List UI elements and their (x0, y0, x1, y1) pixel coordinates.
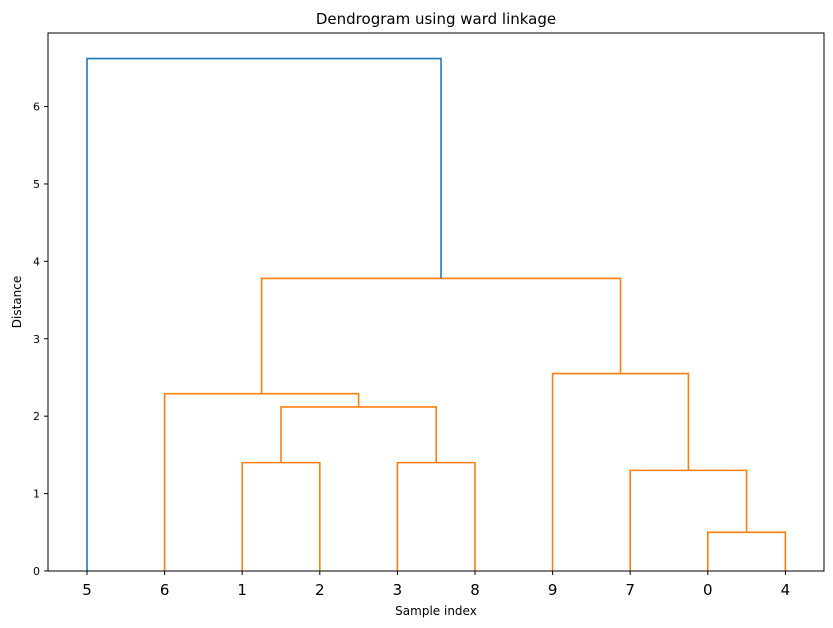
leaf-label: 7 (625, 581, 635, 599)
leaf-label: 4 (781, 581, 791, 599)
dendrogram-link-2 (551, 372, 690, 571)
leaf-label: 8 (470, 581, 480, 599)
links-layer (86, 57, 787, 571)
leaf-label: 6 (160, 581, 170, 599)
x-axis: 5 6 1 2 3 8 9 7 0 4 (82, 571, 790, 599)
dendrogram-link-4 (396, 461, 476, 571)
dendrogram-link-1 (629, 469, 748, 571)
dendrogram-link-0 (707, 531, 787, 571)
dendrogram-link-3 (241, 461, 321, 571)
y-tick-label: 1 (33, 488, 40, 501)
leaf-label: 0 (703, 581, 713, 599)
y-axis: 0 1 2 3 4 5 6 (33, 101, 48, 578)
y-tick-label: 0 (33, 565, 40, 578)
y-axis-label: Distance (10, 276, 24, 328)
y-tick-label: 6 (33, 101, 40, 114)
y-tick-label: 3 (33, 333, 40, 346)
dendrogram-link-6 (163, 392, 360, 571)
x-axis-label: Sample index (395, 604, 477, 618)
dendrogram-link-5 (280, 406, 437, 463)
y-tick-label: 5 (33, 178, 40, 191)
leaf-label: 3 (393, 581, 403, 599)
y-tick-label: 4 (33, 255, 40, 268)
plot-frame (47, 32, 825, 572)
leaf-label: 1 (237, 581, 247, 599)
leaf-label: 2 (315, 581, 325, 599)
dendrogram-link-8 (86, 57, 442, 571)
leaf-label: 5 (82, 581, 92, 599)
chart-title: Dendrogram using ward linkage (316, 10, 556, 28)
leaf-label: 9 (548, 581, 558, 599)
y-tick-label: 2 (33, 410, 40, 423)
dendrogram-link-7 (260, 277, 622, 394)
